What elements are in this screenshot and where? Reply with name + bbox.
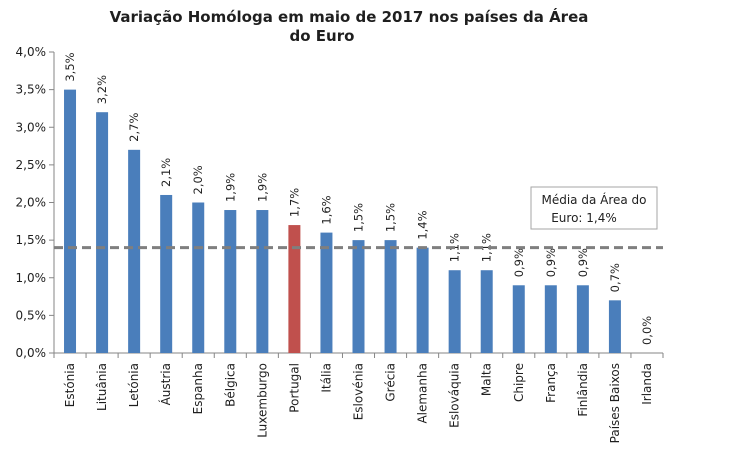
y-tick-label: 1,5%: [16, 233, 47, 247]
bar-12: [416, 247, 429, 353]
bar-14: [480, 270, 493, 353]
bar-10: [352, 240, 365, 353]
y-tick-label: 4,0%: [16, 45, 47, 59]
data-label: 1,9%: [255, 173, 269, 202]
average-legend-line1: Média da Área do: [541, 192, 646, 207]
bar-18: [608, 300, 621, 353]
category-label: Irlanda: [640, 363, 654, 405]
category-label: Lituânia: [95, 363, 109, 411]
data-label: 2,0%: [191, 165, 205, 194]
data-label: 0,9%: [512, 248, 526, 277]
data-label: 0,9%: [544, 248, 558, 277]
bar-6: [224, 210, 237, 353]
data-label: 1,4%: [416, 210, 430, 239]
bar-11: [384, 240, 397, 353]
average-legend-box: Média da Área do Euro: 1,4%: [530, 186, 658, 230]
bar-1: [64, 89, 77, 353]
data-label: 0,7%: [608, 263, 622, 292]
bar-3: [128, 149, 141, 353]
chart-title-line1: Variação Homóloga em maio de 2017 nos pa…: [110, 7, 589, 26]
category-label: Áustria: [158, 363, 173, 405]
category-label: Países Baixos: [608, 363, 622, 443]
category-label: Chipre: [512, 363, 526, 402]
bar-9: [320, 232, 333, 353]
bar-2: [96, 112, 109, 353]
bar-4: [160, 194, 173, 353]
bar-17: [576, 285, 589, 353]
category-label: Luxemburgo: [255, 363, 269, 438]
category-label: Itália: [319, 363, 333, 393]
bar-5: [192, 202, 205, 353]
y-tick-label: 0,0%: [16, 346, 47, 360]
chart-title-line2: do Euro: [290, 27, 355, 45]
data-label: 3,2%: [95, 75, 109, 104]
category-label: Letónia: [127, 363, 141, 407]
category-label: Portugal: [287, 363, 301, 413]
bar-7: [256, 210, 269, 353]
category-label: França: [544, 363, 558, 403]
y-tick-label: 3,0%: [16, 120, 47, 134]
data-label: 2,1%: [159, 158, 173, 187]
category-label: Finlândia: [576, 363, 590, 417]
data-label: 1,5%: [384, 203, 398, 232]
y-tick-label: 2,5%: [16, 158, 47, 172]
y-tick-label: 0,5%: [16, 308, 47, 322]
y-tick-label: 2,0%: [16, 196, 47, 210]
category-label: Bélgica: [223, 363, 237, 407]
bar-15: [512, 285, 525, 353]
data-label: 2,7%: [127, 113, 141, 142]
category-label: Eslovénia: [352, 363, 366, 420]
category-label: Estónia: [63, 363, 77, 407]
category-label: Malta: [480, 363, 494, 396]
bar-8: [288, 225, 301, 353]
data-label: 1,1%: [480, 233, 494, 262]
data-label: 0,0%: [640, 316, 654, 345]
data-label: 0,9%: [576, 248, 590, 277]
bar-13: [448, 270, 461, 353]
data-label: 1,6%: [319, 195, 333, 224]
bar-16: [544, 285, 557, 353]
category-label: Eslováquia: [448, 363, 462, 428]
data-label: 3,5%: [63, 52, 77, 81]
y-tick-label: 1,0%: [16, 271, 47, 285]
y-tick-label: 3,5%: [16, 83, 47, 97]
category-label: Grécia: [384, 363, 398, 402]
average-legend-line2: Euro: 1,4%: [551, 211, 617, 225]
data-label: 1,5%: [352, 203, 366, 232]
average-legend-frame: [530, 186, 658, 230]
category-label: Alemanha: [416, 363, 430, 424]
data-label: 1,7%: [287, 188, 301, 217]
category-label: Espanha: [191, 363, 205, 414]
data-label: 1,9%: [223, 173, 237, 202]
